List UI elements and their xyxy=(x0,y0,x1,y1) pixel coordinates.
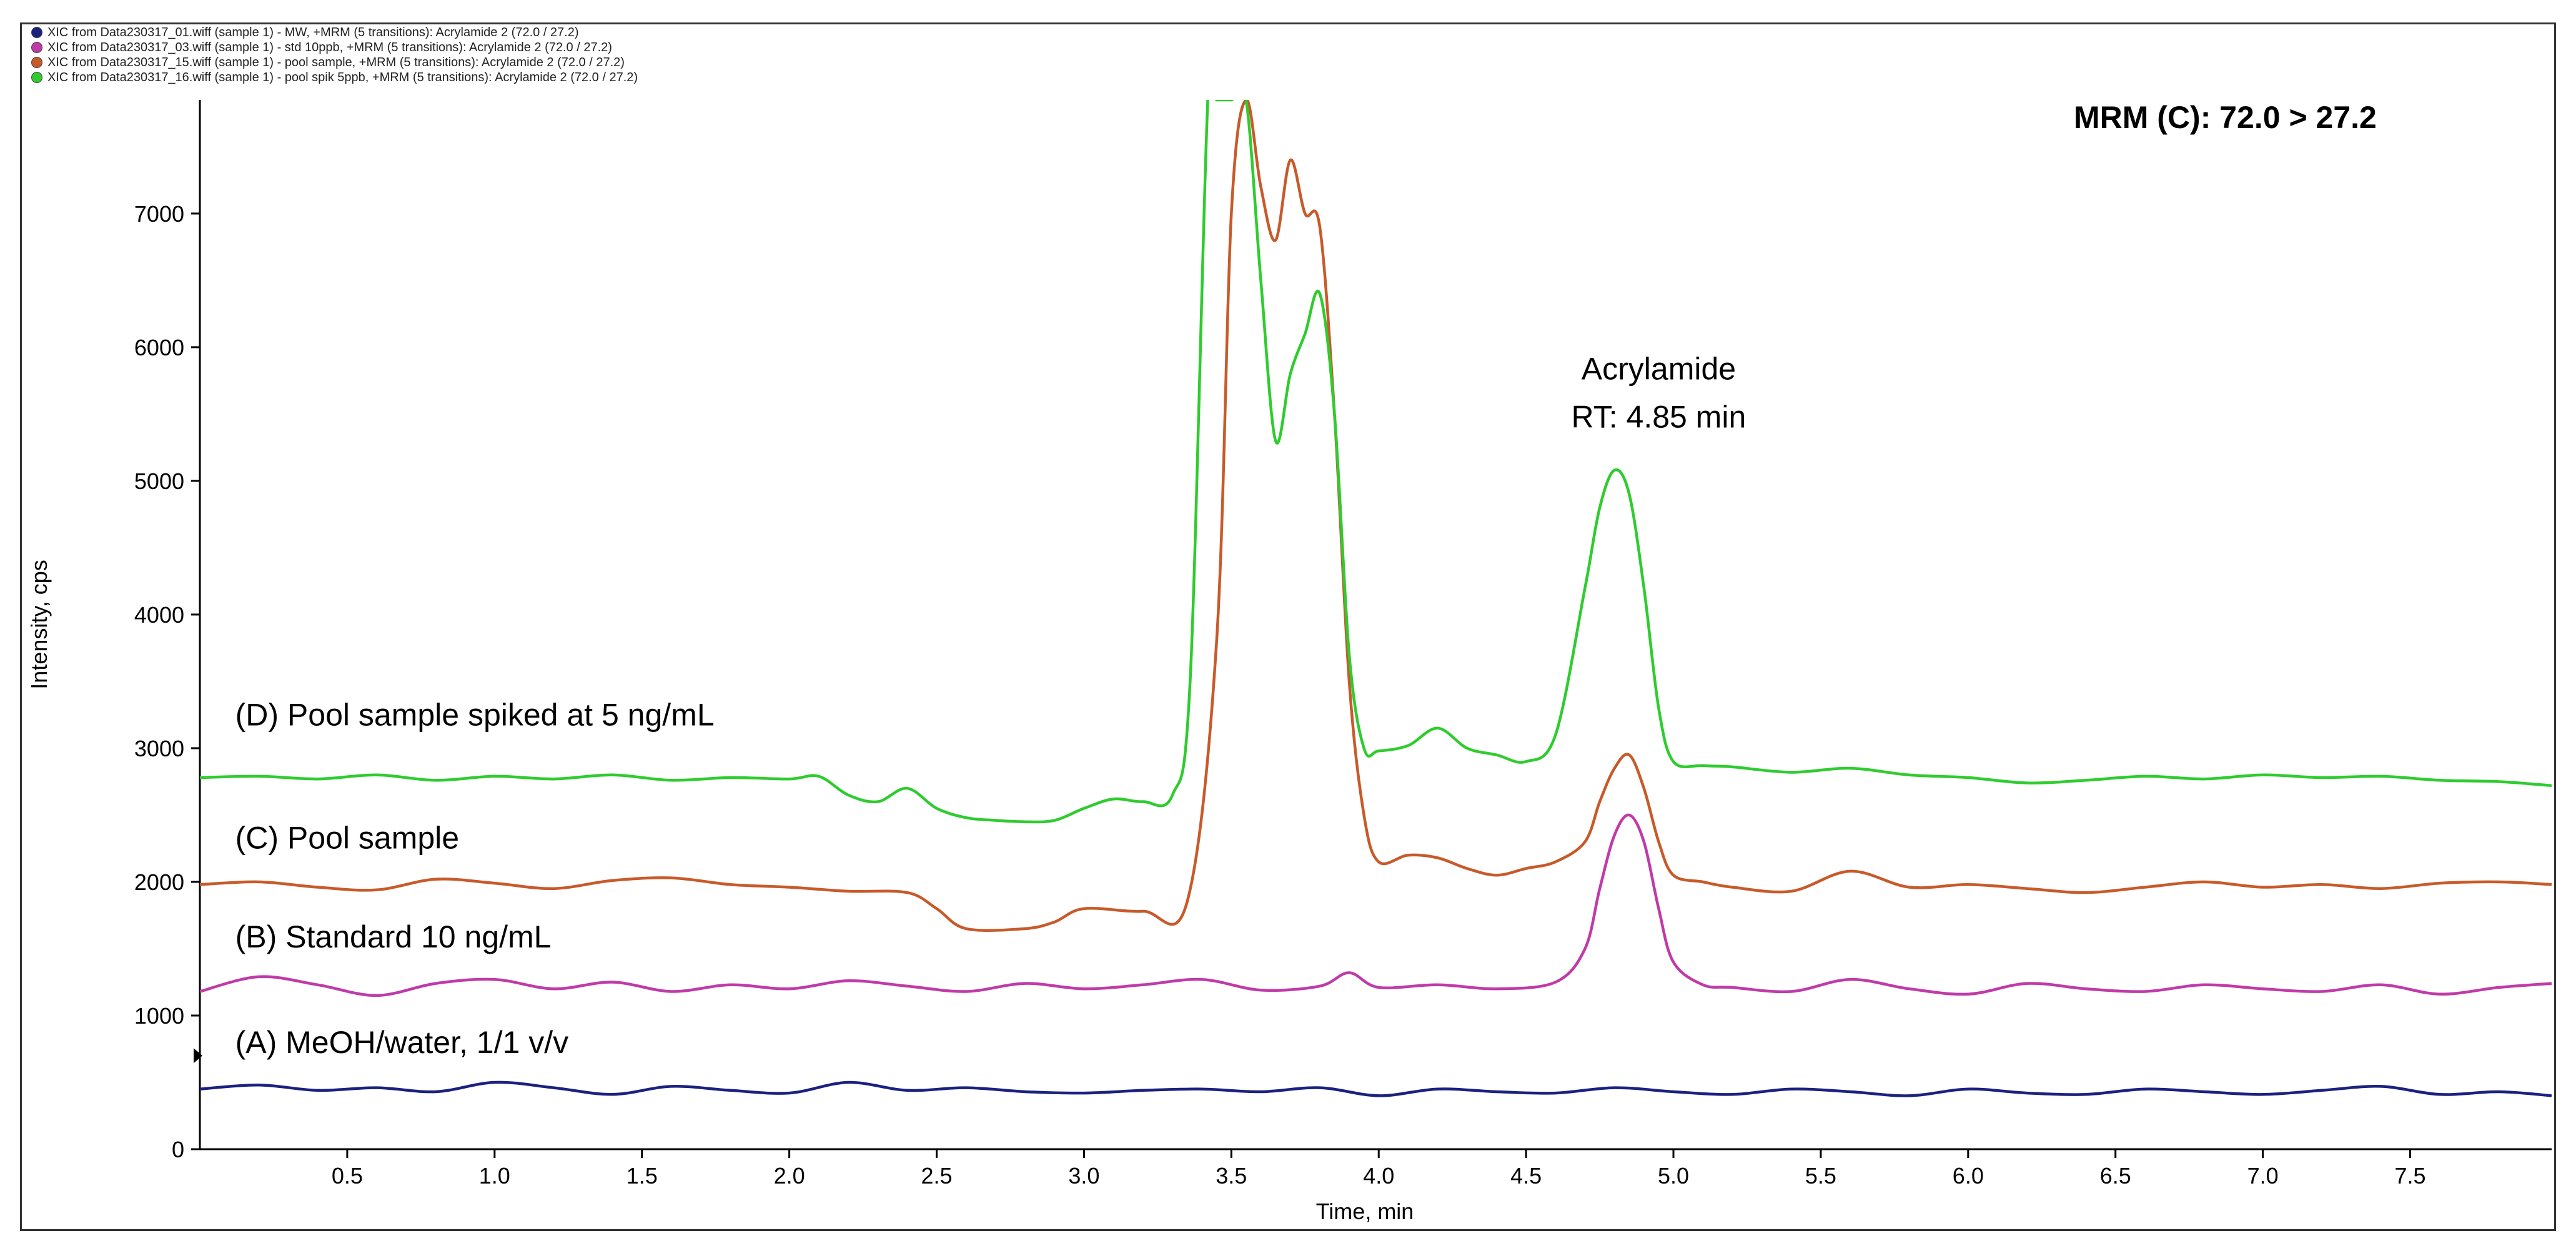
legend-dot-icon xyxy=(31,57,42,68)
legend-item-std[interactable]: XIC from Data230317_03.wiff (sample 1) -… xyxy=(31,40,638,55)
baseline-arrow-icon xyxy=(194,1048,202,1064)
x-tick-label: 7.5 xyxy=(2395,1163,2426,1189)
chart-title: MRM (C): 72.0 > 27.2 xyxy=(2074,100,2377,135)
y-tick-label: 5000 xyxy=(134,468,184,494)
series-group xyxy=(200,100,2552,1097)
legend-text: XIC from Data230317_16.wiff (sample 1) -… xyxy=(47,70,638,84)
series-line-1 xyxy=(200,813,2552,997)
legend-item-spiked[interactable]: XIC from Data230317_16.wiff (sample 1) -… xyxy=(31,70,638,85)
x-tick-label: 6.5 xyxy=(2100,1163,2131,1189)
series-line-0 xyxy=(200,1080,2552,1097)
legend-text: XIC from Data230317_03.wiff (sample 1) -… xyxy=(47,40,612,54)
x-tick-label: 2.5 xyxy=(921,1163,952,1189)
x-tick-label: 3.5 xyxy=(1216,1163,1247,1189)
axes: 0.5 1.0 1.5 2.0 2.5 3.0 3.5 4.0 4.5 5.0 5.5 6.0 6.5 7… xyxy=(134,100,2552,1189)
chart-frame xyxy=(20,22,2556,1231)
y-tick-label: 4000 xyxy=(134,602,184,628)
y-tick-label: 1000 xyxy=(134,1003,184,1029)
series-line-3 xyxy=(200,100,2552,824)
x-tick-label: 7.0 xyxy=(2247,1163,2279,1189)
peak-annotation-0: Acrylamide xyxy=(1582,351,1736,386)
labels-group: (D) Pool sample spiked at 5 ng/mL (C) Poo… xyxy=(194,351,1746,1064)
x-axis-label: Time, min xyxy=(1316,1199,1414,1224)
y-tick-label: 0 xyxy=(172,1137,184,1162)
legend: XIC from Data230317_01.wiff (sample 1) -… xyxy=(31,25,638,85)
y-tick-label: 3000 xyxy=(134,736,184,761)
legend-dot-icon xyxy=(31,72,42,83)
x-tick-label: 4.0 xyxy=(1363,1163,1394,1189)
legend-dot-icon xyxy=(31,42,42,53)
y-tick-label: 6000 xyxy=(134,335,184,360)
legend-dot-icon xyxy=(31,27,42,38)
x-tick-label: 0.5 xyxy=(332,1163,363,1189)
peak-annotation-1: RT: 4.85 min xyxy=(1572,399,1746,434)
legend-item-pool[interactable]: XIC from Data230317_15.wiff (sample 1) -… xyxy=(31,55,638,70)
series-label-2: (B) Standard 10 ng/mL xyxy=(235,919,552,954)
y-tick-label: 2000 xyxy=(134,869,184,895)
x-tick-label: 4.5 xyxy=(1510,1163,1542,1189)
x-tick-label: 5.5 xyxy=(1805,1163,1836,1189)
x-tick-label: 2.0 xyxy=(774,1163,805,1189)
y-tick-label: 7000 xyxy=(134,201,184,227)
x-tick-label: 3.0 xyxy=(1068,1163,1099,1189)
series-label-0: (D) Pool sample spiked at 5 ng/mL xyxy=(235,698,715,733)
x-tick-label: 1.5 xyxy=(627,1163,658,1189)
y-axis-label: Intensity, cps xyxy=(26,560,52,689)
series-label-1: (C) Pool sample xyxy=(235,820,459,855)
x-tick-label: 1.0 xyxy=(479,1163,510,1189)
x-tick-label: 5.0 xyxy=(1658,1163,1689,1189)
x-tick-label: 6.0 xyxy=(1953,1163,1984,1189)
series-label-3: (A) MeOH/water, 1/1 v/v xyxy=(235,1025,568,1060)
series-line-2 xyxy=(200,100,2552,932)
legend-text: XIC from Data230317_15.wiff (sample 1) -… xyxy=(47,55,625,69)
legend-text: XIC from Data230317_01.wiff (sample 1) -… xyxy=(47,25,579,39)
legend-item-mw[interactable]: XIC from Data230317_01.wiff (sample 1) -… xyxy=(31,25,638,40)
